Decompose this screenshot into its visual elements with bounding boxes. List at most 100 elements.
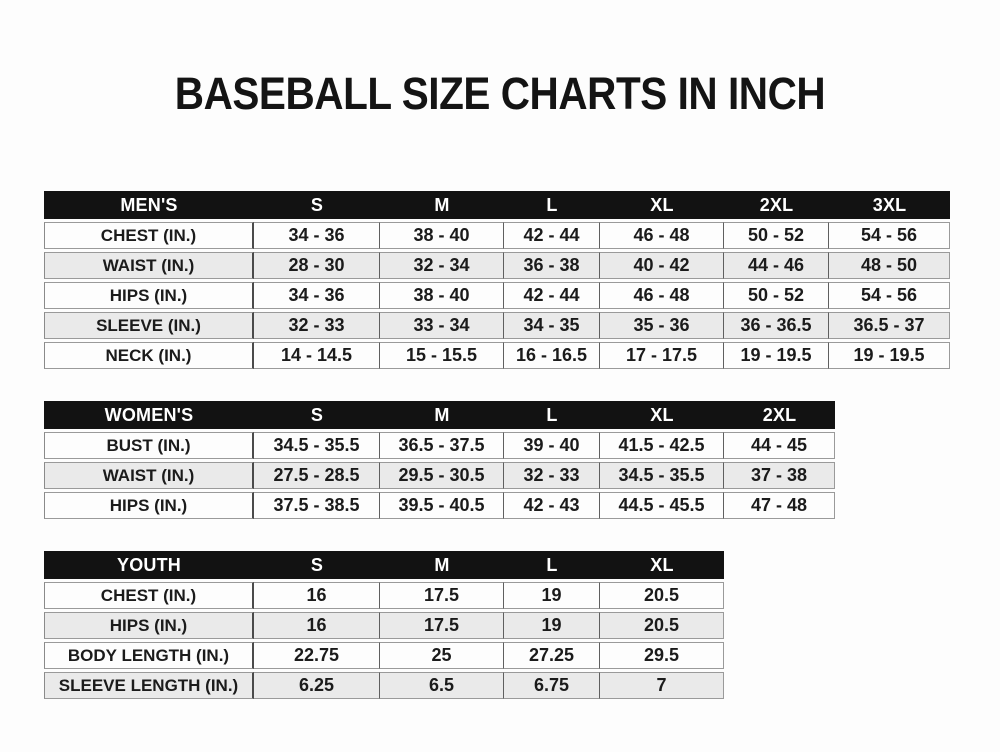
table-header-row: MEN'S S M L XL 2XL 3XL bbox=[44, 191, 950, 219]
row-label: SLEEVE (IN.) bbox=[44, 312, 254, 339]
column-header: 2XL bbox=[724, 191, 829, 219]
size-value-cell: 42 - 44 bbox=[504, 222, 600, 249]
size-value-cell: 27.5 - 28.5 bbox=[254, 462, 380, 489]
column-header: S bbox=[254, 401, 380, 429]
size-value-cell: 16 bbox=[254, 612, 380, 639]
size-value-cell: 46 - 48 bbox=[600, 222, 724, 249]
row-label: BUST (IN.) bbox=[44, 432, 254, 459]
row-label: NECK (IN.) bbox=[44, 342, 254, 369]
column-header: M bbox=[380, 551, 504, 579]
size-value-cell: 37 - 38 bbox=[724, 462, 835, 489]
size-value-cell: 17.5 bbox=[380, 582, 504, 609]
size-value-cell: 36 - 38 bbox=[504, 252, 600, 279]
size-value-cell: 50 - 52 bbox=[724, 222, 829, 249]
size-value-cell: 36.5 - 37 bbox=[829, 312, 950, 339]
size-value-cell: 39.5 - 40.5 bbox=[380, 492, 504, 519]
size-value-cell: 35 - 36 bbox=[600, 312, 724, 339]
table-row: BUST (IN.) 34.5 - 35.5 36.5 - 37.5 39 - 40 4… bbox=[44, 432, 835, 459]
size-value-cell: 29.5 - 30.5 bbox=[380, 462, 504, 489]
size-value-cell: 19 - 19.5 bbox=[829, 342, 950, 369]
row-label: SLEEVE LENGTH (IN.) bbox=[44, 672, 254, 699]
size-value-cell: 33 - 34 bbox=[380, 312, 504, 339]
column-header: L bbox=[504, 401, 600, 429]
size-value-cell: 19 - 19.5 bbox=[724, 342, 829, 369]
womens-table-grid: WOMEN'S S M L XL 2XL BUST (IN.) 34.5 - 35.5 36.5… bbox=[44, 398, 835, 522]
table-row: WAIST (IN.) 27.5 - 28.5 29.5 - 30.5 32 - 33… bbox=[44, 462, 835, 489]
table-row: HIPS (IN.) 37.5 - 38.5 39.5 - 40.5 42 - 43 4… bbox=[44, 492, 835, 519]
size-value-cell: 54 - 56 bbox=[829, 222, 950, 249]
size-value-cell: 32 - 34 bbox=[380, 252, 504, 279]
table-title-cell: YOUTH bbox=[44, 551, 254, 579]
size-value-cell: 34.5 - 35.5 bbox=[600, 462, 724, 489]
table-row: CHEST (IN.) 16 17.5 19 20.5 bbox=[44, 582, 724, 609]
size-value-cell: 15 - 15.5 bbox=[380, 342, 504, 369]
size-value-cell: 6.75 bbox=[504, 672, 600, 699]
table-row: NECK (IN.) 14 - 14.5 15 - 15.5 16 - 16.5 17 … bbox=[44, 342, 950, 369]
table-header-row: YOUTH S M L XL bbox=[44, 551, 724, 579]
size-value-cell: 20.5 bbox=[600, 612, 724, 639]
youth-table-grid: YOUTH S M L XL CHEST (IN.) 16 17.5 19 20.5 HIPS (I… bbox=[44, 548, 724, 702]
mens-size-table: MEN'S S M L XL 2XL 3XL CHEST (IN.) 34 - 36 38 - 4… bbox=[44, 188, 950, 372]
size-value-cell: 50 - 52 bbox=[724, 282, 829, 309]
row-label: BODY LENGTH (IN.) bbox=[44, 642, 254, 669]
youth-size-table: YOUTH S M L XL CHEST (IN.) 16 17.5 19 20.5 HIPS (I… bbox=[44, 548, 724, 702]
size-value-cell: 17.5 bbox=[380, 612, 504, 639]
size-value-cell: 48 - 50 bbox=[829, 252, 950, 279]
size-value-cell: 20.5 bbox=[600, 582, 724, 609]
size-value-cell: 34 - 36 bbox=[254, 222, 380, 249]
mens-table-grid: MEN'S S M L XL 2XL 3XL CHEST (IN.) 34 - 36 38 - 4… bbox=[44, 188, 950, 372]
size-value-cell: 42 - 43 bbox=[504, 492, 600, 519]
size-value-cell: 16 bbox=[254, 582, 380, 609]
size-value-cell: 39 - 40 bbox=[504, 432, 600, 459]
size-value-cell: 34 - 36 bbox=[254, 282, 380, 309]
size-value-cell: 44.5 - 45.5 bbox=[600, 492, 724, 519]
column-header: L bbox=[504, 551, 600, 579]
size-value-cell: 41.5 - 42.5 bbox=[600, 432, 724, 459]
size-value-cell: 22.75 bbox=[254, 642, 380, 669]
row-label: HIPS (IN.) bbox=[44, 492, 254, 519]
size-value-cell: 34 - 35 bbox=[504, 312, 600, 339]
size-value-cell: 42 - 44 bbox=[504, 282, 600, 309]
size-value-cell: 54 - 56 bbox=[829, 282, 950, 309]
size-value-cell: 46 - 48 bbox=[600, 282, 724, 309]
column-header: S bbox=[254, 551, 380, 579]
table-row: CHEST (IN.) 34 - 36 38 - 40 42 - 44 46 - 48 5… bbox=[44, 222, 950, 249]
size-value-cell: 7 bbox=[600, 672, 724, 699]
row-label: WAIST (IN.) bbox=[44, 462, 254, 489]
size-value-cell: 32 - 33 bbox=[504, 462, 600, 489]
size-value-cell: 14 - 14.5 bbox=[254, 342, 380, 369]
column-header: XL bbox=[600, 401, 724, 429]
table-row: HIPS (IN.) 16 17.5 19 20.5 bbox=[44, 612, 724, 639]
size-value-cell: 29.5 bbox=[600, 642, 724, 669]
column-header: S bbox=[254, 191, 380, 219]
size-value-cell: 38 - 40 bbox=[380, 282, 504, 309]
column-header: M bbox=[380, 401, 504, 429]
table-title-cell: MEN'S bbox=[44, 191, 254, 219]
size-value-cell: 47 - 48 bbox=[724, 492, 835, 519]
size-value-cell: 27.25 bbox=[504, 642, 600, 669]
size-value-cell: 37.5 - 38.5 bbox=[254, 492, 380, 519]
column-header: 2XL bbox=[724, 401, 835, 429]
page-title: BASEBALL SIZE CHARTS IN INCH bbox=[174, 68, 826, 119]
table-row: SLEEVE LENGTH (IN.) 6.25 6.5 6.75 7 bbox=[44, 672, 724, 699]
column-header: XL bbox=[600, 191, 724, 219]
row-label: WAIST (IN.) bbox=[44, 252, 254, 279]
womens-size-table: WOMEN'S S M L XL 2XL BUST (IN.) 34.5 - 35.5 36.5… bbox=[44, 398, 835, 522]
column-header: XL bbox=[600, 551, 724, 579]
table-title-cell: WOMEN'S bbox=[44, 401, 254, 429]
row-label: CHEST (IN.) bbox=[44, 582, 254, 609]
table-header-row: WOMEN'S S M L XL 2XL bbox=[44, 401, 835, 429]
column-header: 3XL bbox=[829, 191, 950, 219]
size-value-cell: 40 - 42 bbox=[600, 252, 724, 279]
size-value-cell: 44 - 45 bbox=[724, 432, 835, 459]
size-value-cell: 16 - 16.5 bbox=[504, 342, 600, 369]
table-row: HIPS (IN.) 34 - 36 38 - 40 42 - 44 46 - 48 50… bbox=[44, 282, 950, 309]
row-label: CHEST (IN.) bbox=[44, 222, 254, 249]
size-value-cell: 36 - 36.5 bbox=[724, 312, 829, 339]
row-label: HIPS (IN.) bbox=[44, 282, 254, 309]
size-value-cell: 34.5 - 35.5 bbox=[254, 432, 380, 459]
table-row: WAIST (IN.) 28 - 30 32 - 34 36 - 38 40 - 42 4… bbox=[44, 252, 950, 279]
size-value-cell: 6.5 bbox=[380, 672, 504, 699]
size-value-cell: 44 - 46 bbox=[724, 252, 829, 279]
